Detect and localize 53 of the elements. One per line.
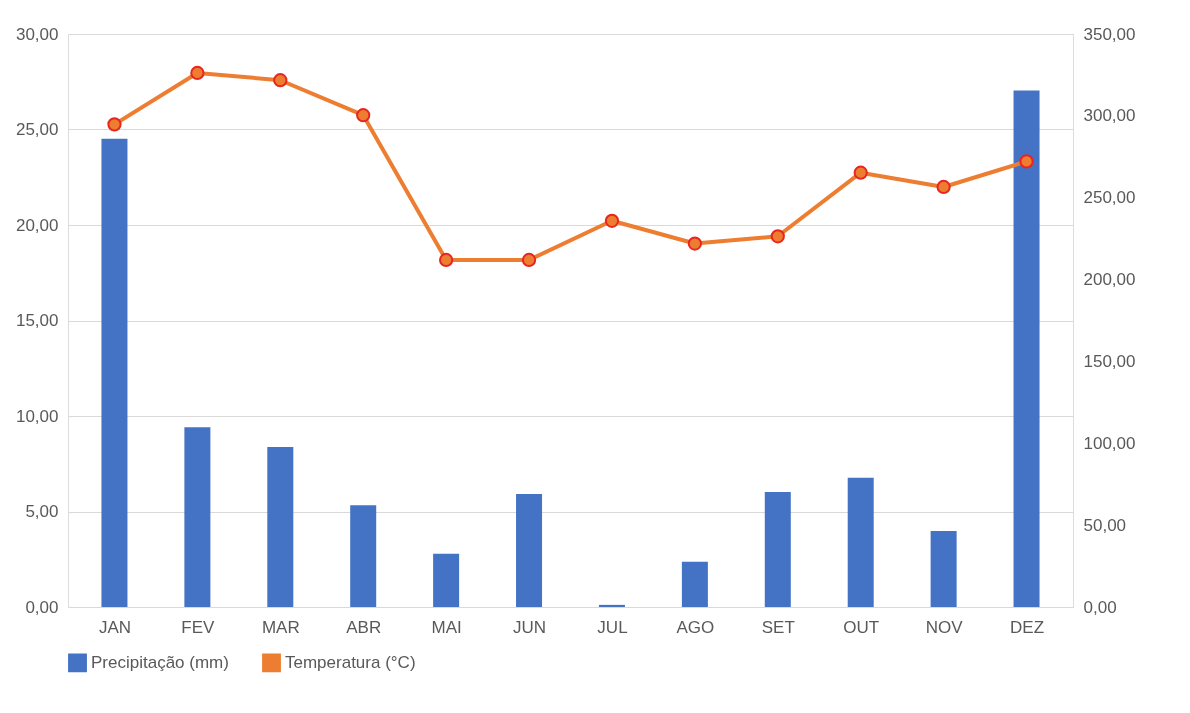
point [273, 73, 288, 88]
x-tick-label: JUL [597, 617, 628, 637]
y2-tick-label: 200,00 [1083, 270, 1136, 290]
bar [433, 553, 460, 607]
legend-label: Precipitação (mm) [91, 652, 229, 672]
x-tick-label: SET [761, 617, 795, 637]
x-tick-label: FEV [181, 617, 216, 637]
bar [101, 138, 128, 607]
bar [516, 494, 543, 607]
x-tick-label: DEZ [1010, 617, 1045, 637]
bar [764, 491, 791, 607]
x-tick-label: NOV [925, 617, 964, 637]
x-tick-label: OUT [843, 617, 880, 637]
y2-tick-label: 0,00 [1083, 597, 1117, 617]
point [1019, 154, 1034, 169]
bar [1013, 90, 1040, 607]
point [853, 165, 868, 180]
bar [184, 427, 211, 607]
x-tick-label: JAN [98, 617, 132, 637]
y-tick-label: 10,00 [15, 406, 59, 426]
point [936, 179, 951, 195]
bar [267, 446, 294, 607]
y2-tick-label: 150,00 [1083, 351, 1136, 371]
point [687, 236, 702, 251]
y2-tick-label: 100,00 [1083, 433, 1136, 453]
y2-tick-label: 50,00 [1083, 515, 1127, 535]
x-tick-label: AGO [676, 617, 715, 637]
y2-tick-label: 300,00 [1083, 106, 1136, 126]
y2-tick-label: 350,00 [1083, 24, 1136, 44]
x-tick-label: MAR [261, 617, 300, 637]
bar [598, 604, 625, 607]
y-tick-label: 5,00 [25, 502, 59, 521]
point [521, 252, 537, 268]
x-tick-label: ABR [346, 617, 382, 637]
y-tick-label: 30,00 [15, 24, 59, 44]
point [190, 65, 205, 81]
y-tick-label: 25,00 [15, 120, 59, 139]
bar [350, 505, 377, 607]
x-tick-label: JUN [513, 617, 547, 637]
y-tick-label: 20,00 [15, 215, 59, 235]
y-tick-label: 15,00 [15, 311, 59, 330]
point [439, 252, 454, 268]
point [356, 108, 371, 123]
legend-label: Temperatura (°C) [285, 652, 416, 672]
y-tick-label: 0,00 [25, 597, 59, 617]
bar [681, 561, 708, 607]
y2-tick-label: 250,00 [1083, 188, 1136, 208]
point [107, 117, 122, 132]
point [770, 229, 785, 244]
bar [930, 531, 957, 607]
point [604, 213, 620, 228]
bar [847, 477, 874, 607]
x-tick-label: MAI [431, 617, 462, 637]
